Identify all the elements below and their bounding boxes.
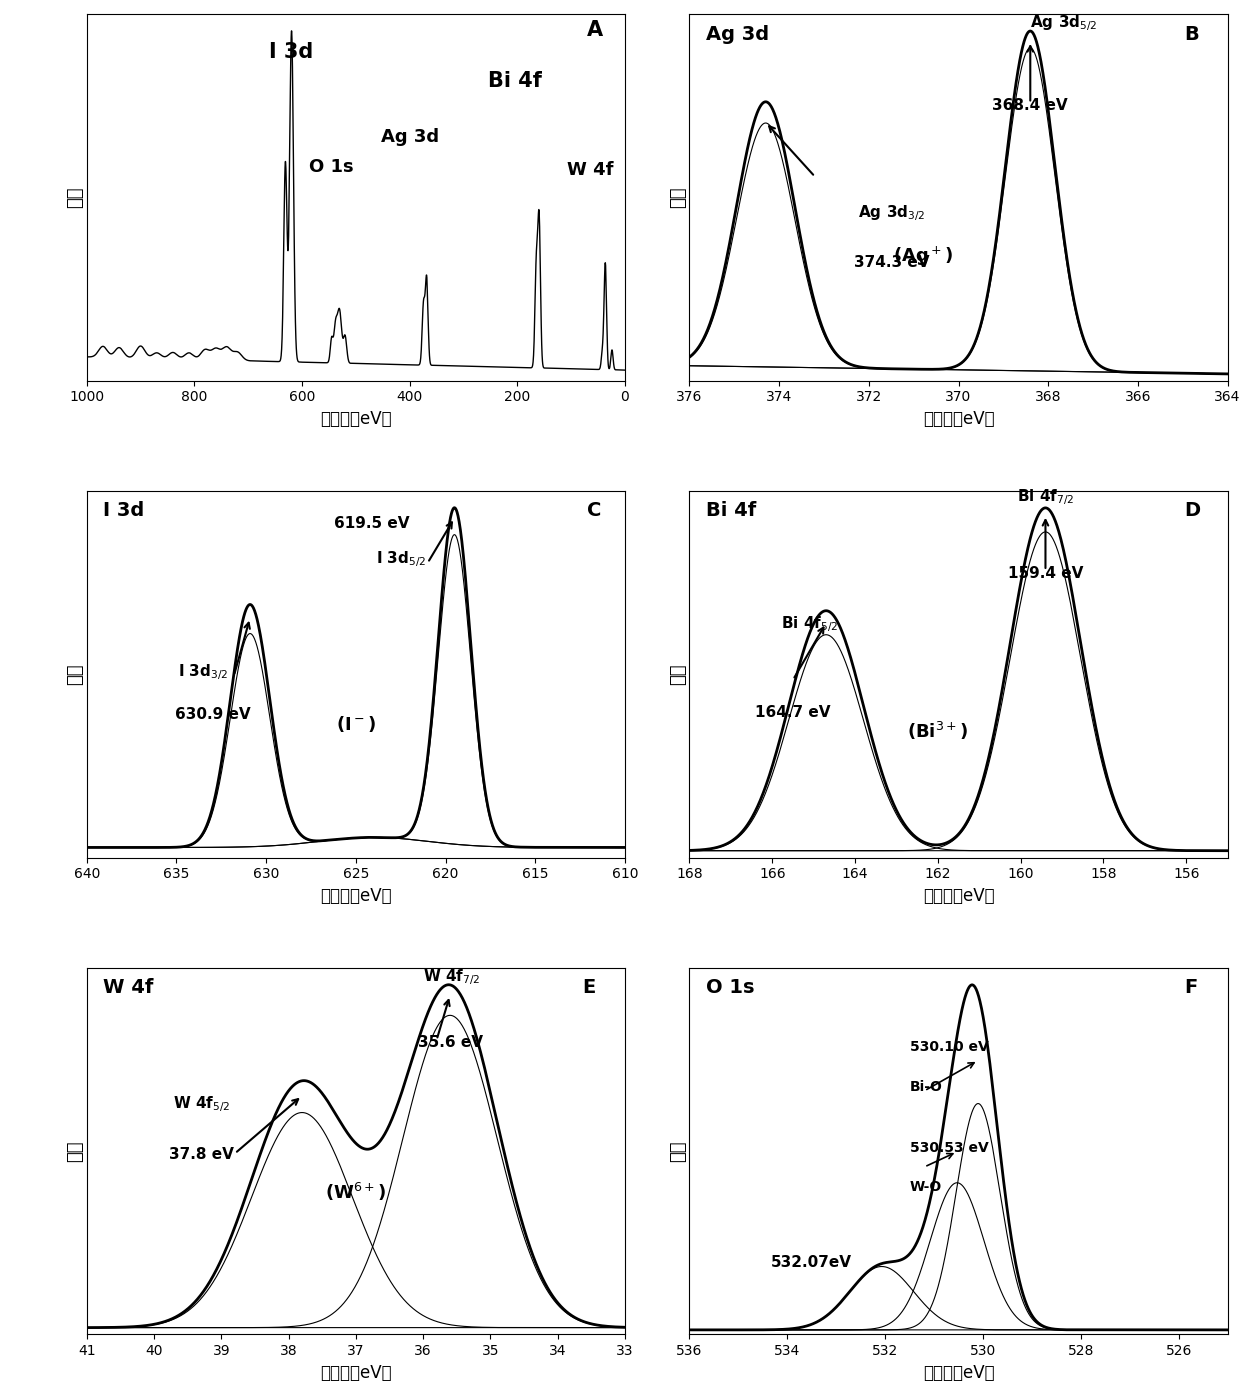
Text: Bi 4f$_{7/2}$: Bi 4f$_{7/2}$ (1017, 486, 1074, 506)
Text: W 4f: W 4f (103, 979, 154, 997)
Text: 37.8 eV: 37.8 eV (169, 1147, 233, 1162)
Text: O 1s: O 1s (309, 157, 353, 175)
X-axis label: 结合能（eV）: 结合能（eV） (923, 887, 994, 905)
Text: 630.9 eV: 630.9 eV (175, 706, 250, 721)
Text: 368.4 eV: 368.4 eV (992, 99, 1068, 114)
Y-axis label: 强度: 强度 (668, 1140, 687, 1162)
Text: D: D (1184, 502, 1200, 520)
Y-axis label: 强度: 强度 (668, 663, 687, 685)
Text: I 3d: I 3d (269, 42, 314, 63)
Text: (Bi$^{3+}$): (Bi$^{3+}$) (908, 720, 968, 742)
Text: 532.07eV: 532.07eV (771, 1255, 852, 1270)
Y-axis label: 强度: 强度 (668, 186, 687, 208)
Text: W 4f: W 4f (567, 161, 614, 179)
Text: 159.4 eV: 159.4 eV (1008, 566, 1084, 581)
Text: B: B (1184, 25, 1199, 43)
Y-axis label: 强度: 强度 (66, 1140, 84, 1162)
Text: W 4f$_{5/2}$: W 4f$_{5/2}$ (172, 1094, 229, 1113)
Text: W 4f$_{7/2}$: W 4f$_{7/2}$ (423, 967, 480, 987)
Text: 35.6 eV: 35.6 eV (418, 1036, 482, 1049)
Y-axis label: 强度: 强度 (66, 663, 84, 685)
Text: W-O: W-O (910, 1180, 942, 1194)
X-axis label: 结合能（eV）: 结合能（eV） (320, 887, 392, 905)
Text: C: C (588, 502, 601, 520)
Text: Bi-O: Bi-O (910, 1080, 942, 1094)
Text: 619.5 eV: 619.5 eV (334, 516, 409, 531)
Text: E: E (582, 979, 595, 997)
Text: I 3d$_{3/2}$: I 3d$_{3/2}$ (179, 662, 228, 681)
Text: Ag 3d$_{5/2}$: Ag 3d$_{5/2}$ (1030, 13, 1097, 33)
Text: Bi 4f: Bi 4f (706, 502, 756, 520)
Text: A: A (588, 19, 604, 40)
Text: 530.10 eV: 530.10 eV (910, 1040, 988, 1054)
Text: (Ag$^+$): (Ag$^+$) (893, 245, 952, 268)
Y-axis label: 强度: 强度 (66, 186, 84, 208)
X-axis label: 结合能（eV）: 结合能（eV） (320, 410, 392, 428)
Text: 164.7 eV: 164.7 eV (755, 705, 831, 720)
Text: O 1s: O 1s (706, 979, 754, 997)
X-axis label: 结合能（eV）: 结合能（eV） (923, 410, 994, 428)
Text: F: F (1184, 979, 1198, 997)
X-axis label: 结合能（eV）: 结合能（eV） (320, 1364, 392, 1382)
Text: 374.3 eV: 374.3 eV (853, 254, 929, 270)
Text: Ag 3d: Ag 3d (706, 25, 769, 43)
Text: I 3d: I 3d (103, 502, 144, 520)
Text: (I$^-$): (I$^-$) (336, 713, 376, 734)
Text: Ag 3d$_{3/2}$: Ag 3d$_{3/2}$ (858, 203, 925, 224)
Text: Bi 4f: Bi 4f (487, 71, 542, 92)
Text: 530.53 eV: 530.53 eV (910, 1141, 988, 1155)
Text: Ag 3d: Ag 3d (381, 128, 439, 146)
X-axis label: 结合能（eV）: 结合能（eV） (923, 1364, 994, 1382)
Text: Bi 4f$_{5/2}$: Bi 4f$_{5/2}$ (780, 614, 838, 634)
Text: I 3d$_{5/2}$: I 3d$_{5/2}$ (376, 549, 425, 569)
Text: (W$^{6+}$): (W$^{6+}$) (325, 1180, 387, 1202)
